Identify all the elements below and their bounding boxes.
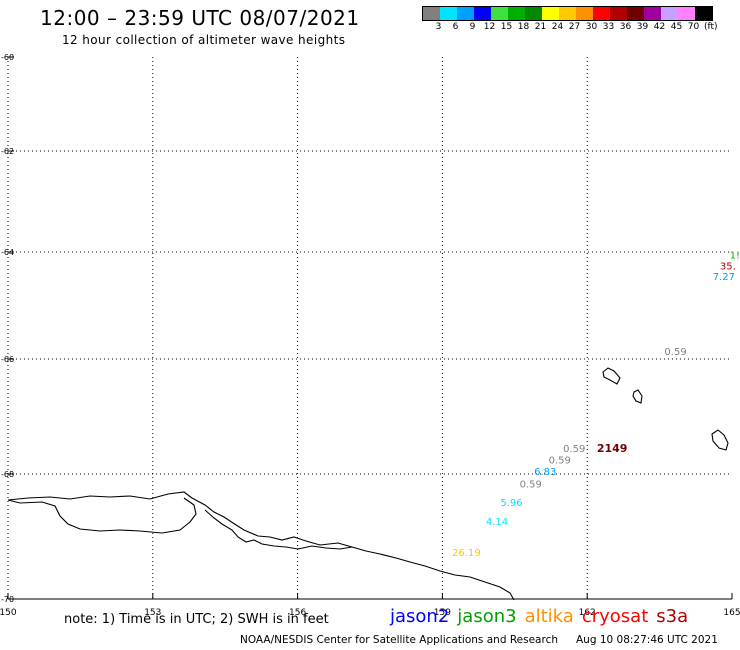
color-scale-labels: 3 6 9 12 15 18 21 24 27 30 33 36 39 42 45 70 (ft): [422, 22, 724, 32]
wave-height-color-scale: [422, 6, 713, 21]
color-swatch: [695, 7, 712, 20]
island-1: [602, 367, 621, 385]
scale-label: 21: [534, 22, 547, 32]
color-swatch: [423, 7, 440, 20]
longitude-label: 153: [144, 608, 161, 618]
latitude-label: -68: [1, 470, 14, 479]
coastline: [7, 367, 729, 601]
scale-label: 6: [452, 22, 459, 32]
scale-label: 30: [585, 22, 598, 32]
color-swatch: [474, 7, 491, 20]
wave-height-value: 0.59: [563, 444, 585, 455]
wave-height-value: 1!: [730, 251, 740, 262]
wave-height-value: 0.59: [520, 479, 542, 490]
footer-credit: NOAA/NESDIS Center for Satellite Applica…: [240, 634, 718, 646]
ice-shelf-outline: [7, 497, 197, 534]
scale-label: 42: [653, 22, 666, 32]
wave-height-value: 0.59: [549, 456, 571, 467]
latitude-label: -70: [1, 595, 14, 604]
scale-label: 39: [636, 22, 649, 32]
units-note: note: 1) Time is in UTC; 2) SWH is in fe…: [64, 612, 329, 627]
mission-s3a: s3a: [656, 606, 689, 627]
wave-height-value: 26.19: [452, 548, 481, 559]
wave-height-value: 5.96: [500, 498, 522, 509]
island-2: [632, 389, 643, 404]
latitude-label: -66: [1, 355, 14, 364]
scale-label: 45: [670, 22, 683, 32]
longitude-label: 162: [579, 608, 596, 618]
altimeter-observations: 1!35.7.270.590.59 21490.596.830.595.964.1…: [452, 251, 740, 559]
color-swatch: [627, 7, 644, 20]
color-swatch: [593, 7, 610, 20]
wave-height-value: 35.: [720, 261, 736, 272]
color-swatch: [491, 7, 508, 20]
color-swatch: [678, 7, 695, 20]
scale-label: 70: [687, 22, 700, 32]
longitude-label: 156: [289, 608, 306, 618]
scale-label: 3: [435, 22, 442, 32]
longitude-label: 165: [723, 608, 740, 618]
credit-text: NOAA/NESDIS Center for Satellite Applica…: [240, 634, 558, 646]
color-swatch: [610, 7, 627, 20]
color-swatch: [508, 7, 525, 20]
latitude-label: -64: [1, 248, 14, 257]
scale-label: 27: [568, 22, 581, 32]
coastal-inlet: [204, 509, 353, 550]
map-subtitle: 12 hour collection of altimeter wave hei…: [62, 33, 346, 47]
wave-height-value: 7.27: [713, 272, 735, 283]
longitude-label: 159: [434, 608, 451, 618]
mission-cryosat: cryosat: [581, 606, 649, 627]
color-swatch: [440, 7, 457, 20]
color-swatch: [661, 7, 678, 20]
scale-unit: (ft): [704, 22, 718, 32]
wave-height-value: 0.59: [664, 347, 686, 358]
color-swatch: [644, 7, 661, 20]
wave-height-value: 2149: [597, 442, 628, 455]
latitude-label: -62: [1, 147, 14, 156]
wave-height-value: 6.83: [534, 467, 556, 478]
scale-label: 36: [619, 22, 632, 32]
color-swatch: [559, 7, 576, 20]
antarctic-coastline: [7, 491, 515, 601]
scale-label: 15: [500, 22, 513, 32]
mission-jason2: jason2: [390, 606, 450, 627]
scale-label: 18: [517, 22, 530, 32]
color-swatch: [525, 7, 542, 20]
map-grid: 150 153 156 159 162 165-60-62-64-66-68-70: [0, 53, 740, 618]
longitude-label: 150: [0, 608, 17, 618]
color-swatch: [457, 7, 474, 20]
color-swatch: [542, 7, 559, 20]
wave-height-value: 4.14: [486, 517, 508, 528]
mission-jason3: jason3: [457, 606, 517, 627]
scale-label: 33: [602, 22, 615, 32]
color-swatch: [576, 7, 593, 20]
mission-altika: altika: [524, 606, 574, 627]
mission-legend: jason2 jason3 altika cryosat s3a: [390, 606, 696, 627]
scale-label: 12: [483, 22, 496, 32]
scale-label: 24: [551, 22, 564, 32]
island-3: [711, 429, 729, 451]
map-title: 12:00 – 23:59 UTC 08/07/2021: [40, 6, 360, 30]
generated-timestamp: Aug 10 08:27:46 UTC 2021: [576, 634, 718, 646]
scale-label: 9: [469, 22, 476, 32]
